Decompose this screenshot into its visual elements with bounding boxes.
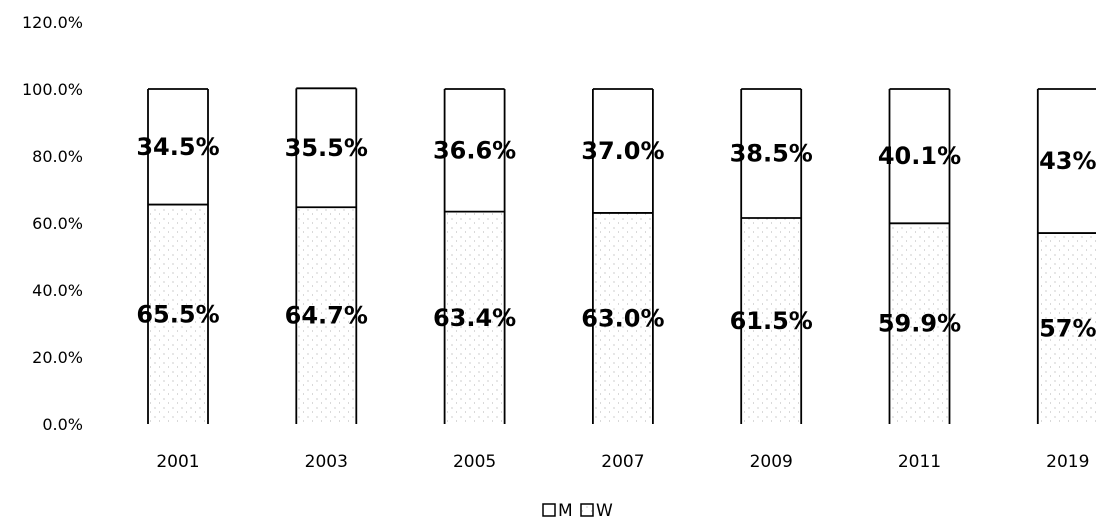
data-label-w: 40.1% (878, 142, 961, 170)
data-label-m: 59.9% (878, 310, 961, 338)
data-label-m: 65.5% (136, 300, 219, 328)
x-tick-label: 2019 (1046, 452, 1089, 472)
x-tick-label: 2009 (750, 452, 793, 472)
bar-segment-w (741, 89, 802, 218)
data-label-w: 43% (1039, 147, 1096, 175)
bar-segment-w (592, 89, 653, 213)
bar-segment-m (889, 223, 950, 424)
data-label-m: 64.7% (285, 302, 368, 330)
y-tick-label: 60.0% (32, 214, 83, 233)
x-tick-label: 2011 (898, 452, 941, 472)
x-axis-ticks: 2001 2003 2005 2007 2009 2011 2019 (156, 452, 1089, 472)
bar-segment-w (296, 88, 357, 208)
bar-stack: 43% 57% (1036, 88, 1096, 424)
bar-stack: 37.0% 63.0% (581, 88, 665, 424)
data-label-m: 63.0% (581, 304, 664, 332)
data-label-m: 61.5% (730, 307, 813, 335)
bar-segment-w (1037, 89, 1096, 234)
bar-segment-m (741, 217, 802, 424)
data-label-m: 63.4% (433, 304, 516, 332)
y-axis-ticks: 0.0% 20.0% 40.0% 60.0% 80.0% 100.0% 120.0% (22, 13, 83, 434)
legend-swatch-w (580, 503, 594, 517)
y-tick-label: 40.0% (32, 281, 83, 300)
bar-segment-m (444, 211, 505, 424)
bar-segment-m (592, 212, 653, 424)
y-tick-label: 100.0% (22, 80, 83, 99)
bar-stack: 34.5% 65.5% (136, 88, 220, 424)
x-tick-label: 2001 (156, 452, 199, 472)
bar-segment-m (1037, 233, 1096, 424)
y-tick-label: 0.0% (42, 415, 83, 434)
y-tick-label: 120.0% (22, 13, 83, 32)
x-tick-label: 2003 (305, 452, 348, 472)
bars: 34.5% 65.5% 35.5% 64.7% 36.6% 63.4% 37.0% 63.0%… (136, 87, 1096, 424)
data-label-w: 35.5% (285, 134, 368, 162)
legend: M W (542, 501, 613, 521)
x-tick-label: 2005 (453, 452, 496, 472)
bar-segment-w (148, 89, 208, 205)
bar-segment-m (148, 204, 208, 424)
legend-label-w: W (596, 501, 613, 521)
y-tick-label: 20.0% (32, 348, 83, 367)
data-label-m: 57% (1039, 315, 1096, 343)
bar-stack: 35.5% 64.7% (285, 87, 368, 424)
bar-segment-w (889, 89, 950, 224)
data-label-w: 34.5% (136, 133, 219, 161)
bar-stack: 40.1% 59.9% (878, 88, 961, 424)
data-label-w: 36.6% (433, 136, 516, 164)
x-tick-label: 2007 (601, 452, 644, 472)
y-tick-label: 80.0% (32, 147, 83, 166)
bar-segment-m (296, 207, 357, 424)
bar-stack: 38.5% 61.5% (730, 88, 813, 424)
bar-stack: 36.6% 63.4% (433, 88, 516, 424)
bar-segment-w (444, 89, 505, 212)
legend-label-m: M (558, 501, 573, 521)
data-label-w: 37.0% (581, 137, 664, 165)
data-label-w: 38.5% (730, 139, 813, 167)
legend-swatch-m (542, 503, 556, 517)
